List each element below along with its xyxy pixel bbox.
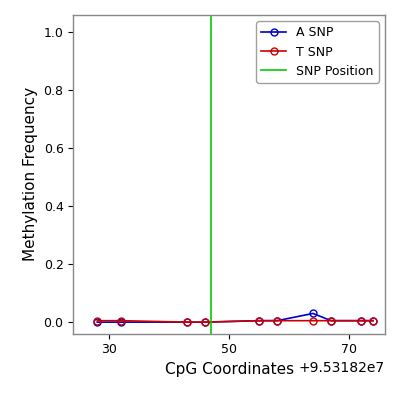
A SNP <box>371 318 376 323</box>
T SNP <box>119 318 124 323</box>
T SNP <box>203 320 208 324</box>
A SNP <box>185 320 190 324</box>
A SNP <box>311 311 316 316</box>
Legend: A SNP, T SNP, SNP Position: A SNP, T SNP, SNP Position <box>256 21 379 83</box>
A SNP <box>119 320 124 324</box>
A SNP <box>329 318 334 323</box>
A SNP <box>257 318 262 323</box>
T SNP <box>95 318 100 323</box>
T SNP <box>359 318 364 323</box>
Line: T SNP: T SNP <box>94 317 376 326</box>
A SNP <box>275 318 280 323</box>
T SNP <box>329 318 334 323</box>
T SNP <box>185 320 190 324</box>
T SNP <box>311 318 316 323</box>
T SNP <box>275 318 280 323</box>
T SNP <box>257 318 262 323</box>
A SNP <box>359 318 364 323</box>
A SNP <box>203 320 208 324</box>
Y-axis label: Methylation Frequency: Methylation Frequency <box>23 87 38 262</box>
Line: A SNP: A SNP <box>94 310 376 326</box>
X-axis label: CpG Coordinates: CpG Coordinates <box>164 362 294 377</box>
T SNP <box>371 318 376 323</box>
A SNP <box>95 320 100 324</box>
